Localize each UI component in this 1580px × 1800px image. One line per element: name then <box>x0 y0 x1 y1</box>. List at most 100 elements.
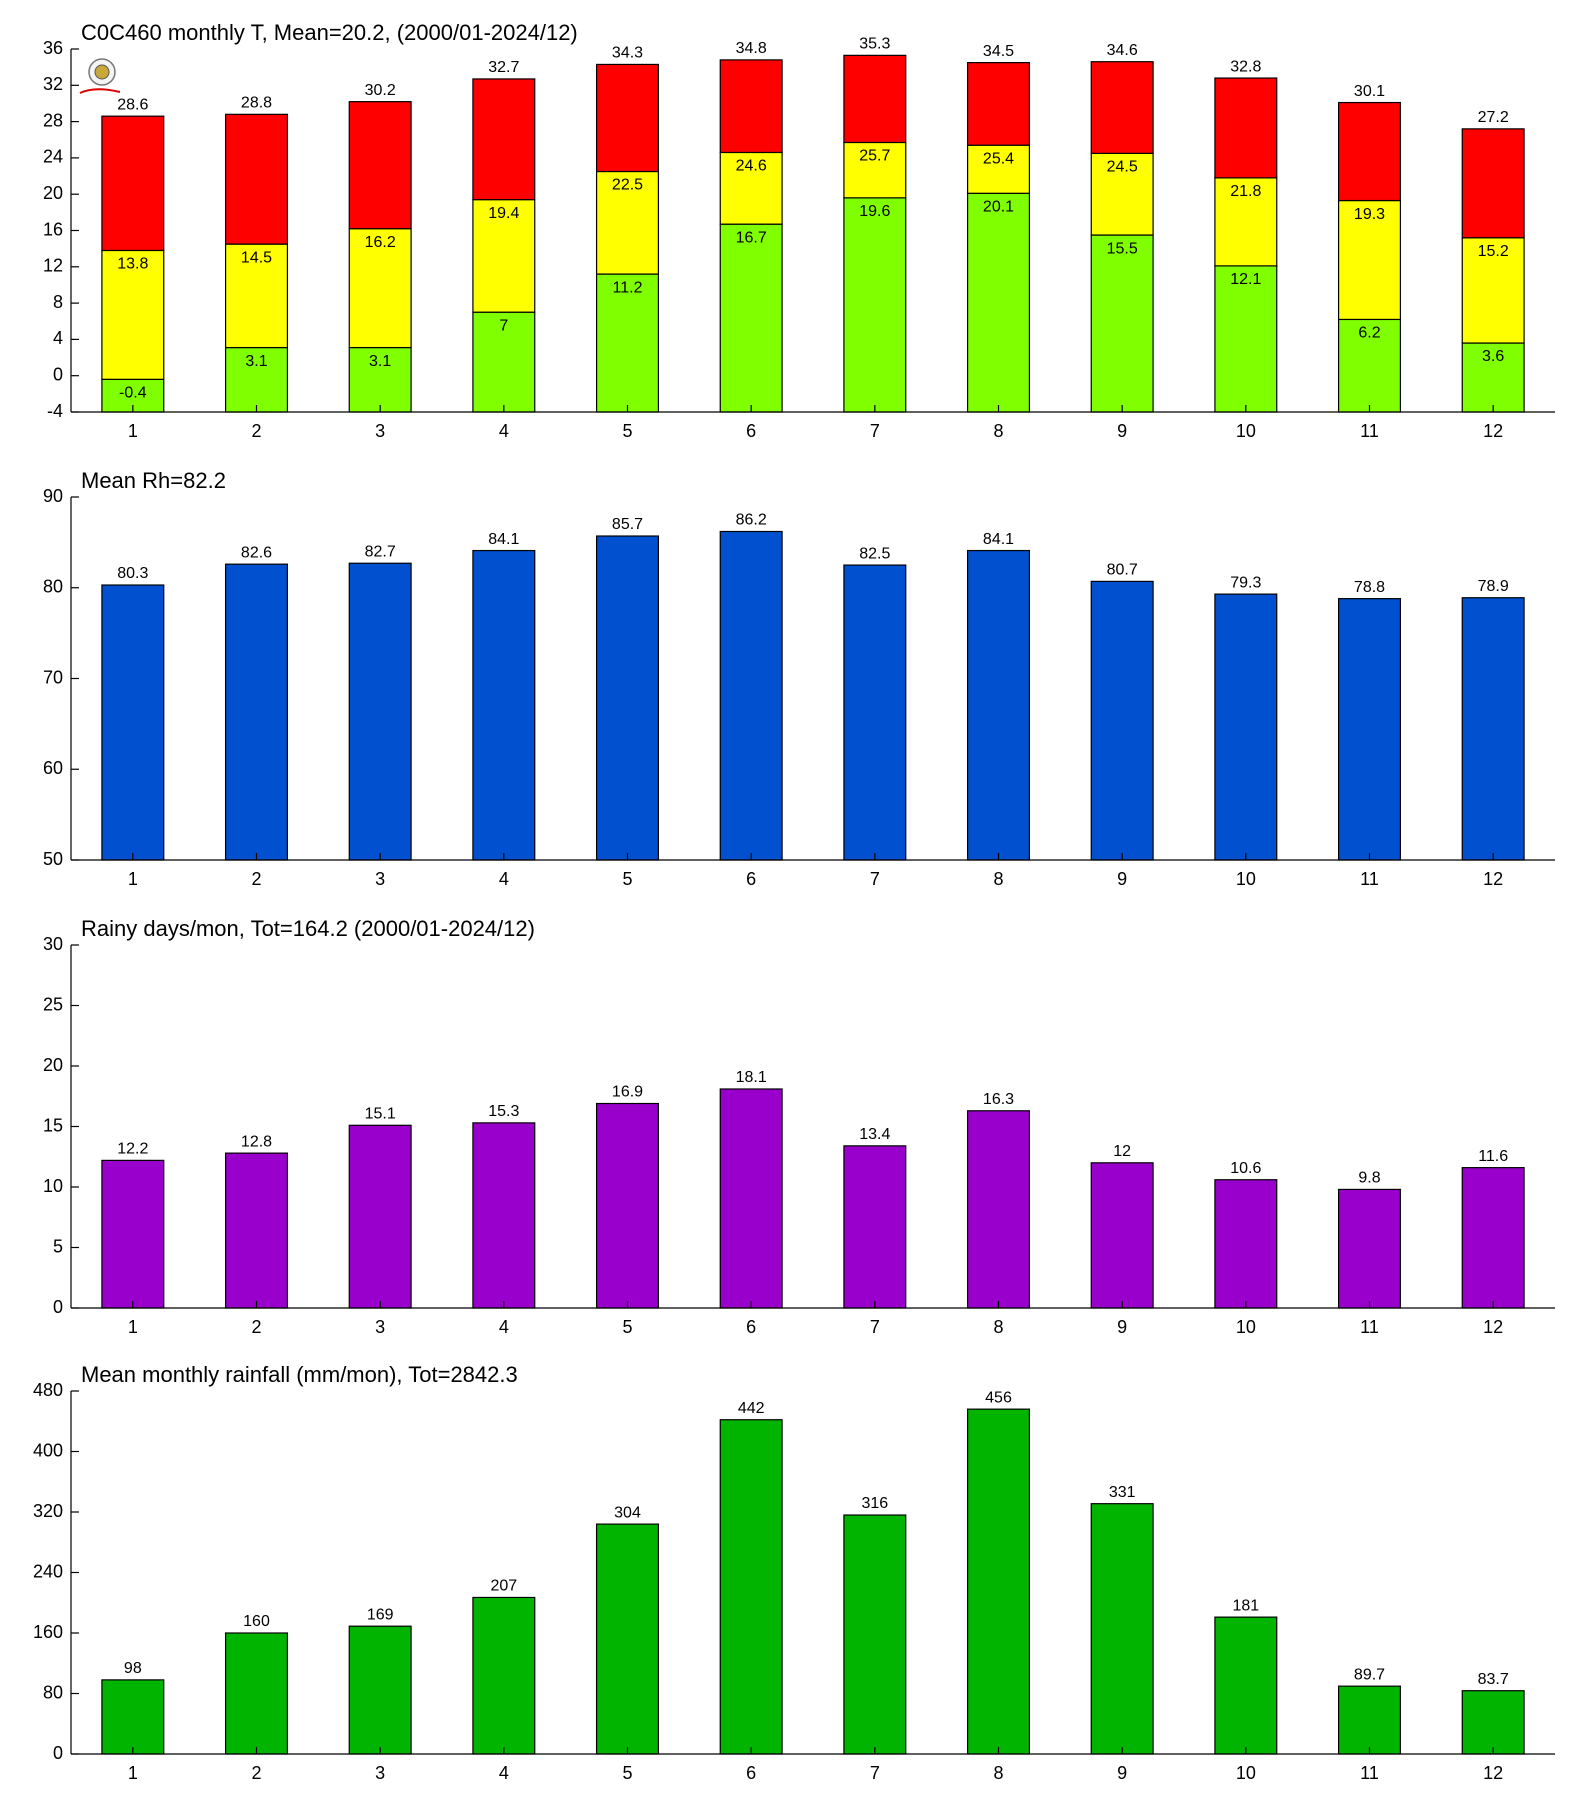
bar-segment <box>1090 61 1154 154</box>
value-label: 19.3 <box>1354 206 1385 223</box>
x-tick-label: 2 <box>251 869 261 889</box>
y-tick-label: 0 <box>53 1743 63 1763</box>
value-label: 442 <box>738 1400 765 1417</box>
x-tick-label: 12 <box>1483 1763 1503 1783</box>
x-tick-label: 5 <box>622 869 632 889</box>
y-tick-label: 20 <box>43 1055 63 1075</box>
value-label: 12.2 <box>117 1141 148 1158</box>
bar-segment <box>1214 77 1278 179</box>
value-label: 28.8 <box>241 95 272 112</box>
y-tick-label: 320 <box>33 1501 63 1521</box>
bar <box>224 563 289 861</box>
x-tick-label: 3 <box>375 421 385 441</box>
value-label: 24.6 <box>736 158 767 175</box>
bar-segment <box>719 151 783 225</box>
value-label: 331 <box>1109 1484 1136 1501</box>
value-label: 6.2 <box>1358 325 1380 342</box>
y-tick-label: 80 <box>43 577 63 597</box>
x-tick-label: 7 <box>870 421 880 441</box>
x-tick-label: 1 <box>128 869 138 889</box>
value-label: 13.4 <box>859 1126 890 1143</box>
y-tick-label: 25 <box>43 994 63 1014</box>
value-label: 181 <box>1232 1597 1259 1614</box>
y-tick-label: 480 <box>33 1380 63 1400</box>
bar <box>719 1419 783 1755</box>
value-label: 14.5 <box>241 249 272 266</box>
value-label: 3.6 <box>1482 348 1504 365</box>
bar-segment <box>1337 199 1402 321</box>
x-tick-label: 12 <box>1483 1317 1503 1337</box>
bar-segment <box>1337 318 1402 413</box>
value-label: 28.6 <box>117 96 148 113</box>
value-label: 19.4 <box>488 205 519 222</box>
value-label: 34.8 <box>736 40 767 57</box>
bar-segment <box>1461 237 1525 344</box>
value-label: 34.5 <box>983 43 1014 60</box>
x-tick-label: 4 <box>499 1317 509 1337</box>
bar <box>1337 598 1402 861</box>
value-label: 34.6 <box>1107 42 1138 59</box>
value-label: 456 <box>985 1389 1012 1406</box>
x-tick-label: 11 <box>1360 1763 1379 1783</box>
bar <box>1337 1188 1402 1309</box>
value-label: 25.7 <box>859 148 890 165</box>
bar <box>1214 1616 1278 1755</box>
x-tick-label: 2 <box>251 1763 261 1783</box>
y-tick-label: 8 <box>53 292 63 312</box>
y-tick-label: 15 <box>43 1115 63 1135</box>
value-label: 98 <box>124 1660 142 1677</box>
bar <box>224 1152 289 1309</box>
value-label: 80.7 <box>1107 562 1138 579</box>
bar-segment <box>348 346 412 413</box>
value-label: 160 <box>243 1613 270 1630</box>
x-tick-label: 3 <box>375 1763 385 1783</box>
bar <box>348 1625 412 1755</box>
bar <box>966 1110 1031 1309</box>
value-label: 82.7 <box>365 543 396 560</box>
value-label: 11.2 <box>613 279 643 296</box>
x-tick-label: 9 <box>1117 421 1127 441</box>
x-tick-label: 6 <box>746 1763 756 1783</box>
bar <box>966 549 1031 861</box>
y-tick-label: 80 <box>43 1682 63 1702</box>
x-tick-label: 5 <box>622 1317 632 1337</box>
x-tick-label: 10 <box>1236 421 1256 441</box>
bar <box>1214 593 1278 861</box>
chart-title: C0C460 monthly T, Mean=20.2, (2000/01-20… <box>81 20 578 45</box>
value-label: 16.3 <box>983 1091 1014 1108</box>
bar-segment <box>224 113 289 245</box>
value-label: 11.6 <box>1478 1148 1508 1165</box>
bar <box>1090 580 1154 861</box>
x-tick-label: 11 <box>1360 1317 1379 1337</box>
value-label: 89.7 <box>1354 1666 1385 1683</box>
x-tick-label: 4 <box>499 1763 509 1783</box>
value-label: 169 <box>367 1606 394 1623</box>
y-tick-label: 0 <box>53 364 63 384</box>
value-label: 15.1 <box>365 1106 396 1123</box>
x-tick-label: 7 <box>870 1763 880 1783</box>
bar <box>1461 1167 1525 1309</box>
x-tick-label: 1 <box>128 1763 138 1783</box>
value-label: 3.1 <box>369 353 391 370</box>
value-label: 32.8 <box>1230 58 1261 75</box>
x-tick-label: 6 <box>746 869 756 889</box>
value-label: 15.2 <box>1478 243 1509 260</box>
value-label: 12 <box>1113 1143 1131 1160</box>
y-tick-label: 70 <box>43 667 63 687</box>
bar <box>595 1523 660 1755</box>
chart-title: Mean monthly rainfall (mm/mon), Tot=2842… <box>81 1362 518 1387</box>
bar-segment <box>966 192 1031 413</box>
bar <box>101 1159 165 1309</box>
x-tick-label: 8 <box>993 869 1003 889</box>
bar <box>843 1145 907 1309</box>
y-tick-label: 240 <box>33 1561 63 1581</box>
value-label: 19.6 <box>859 203 890 220</box>
bar <box>595 535 660 861</box>
value-label: 79.3 <box>1230 574 1261 591</box>
x-tick-label: 8 <box>993 1763 1003 1783</box>
x-tick-label: 1 <box>128 421 138 441</box>
value-label: 304 <box>614 1504 641 1521</box>
bar-segment <box>843 54 907 144</box>
x-tick-label: 7 <box>870 869 880 889</box>
